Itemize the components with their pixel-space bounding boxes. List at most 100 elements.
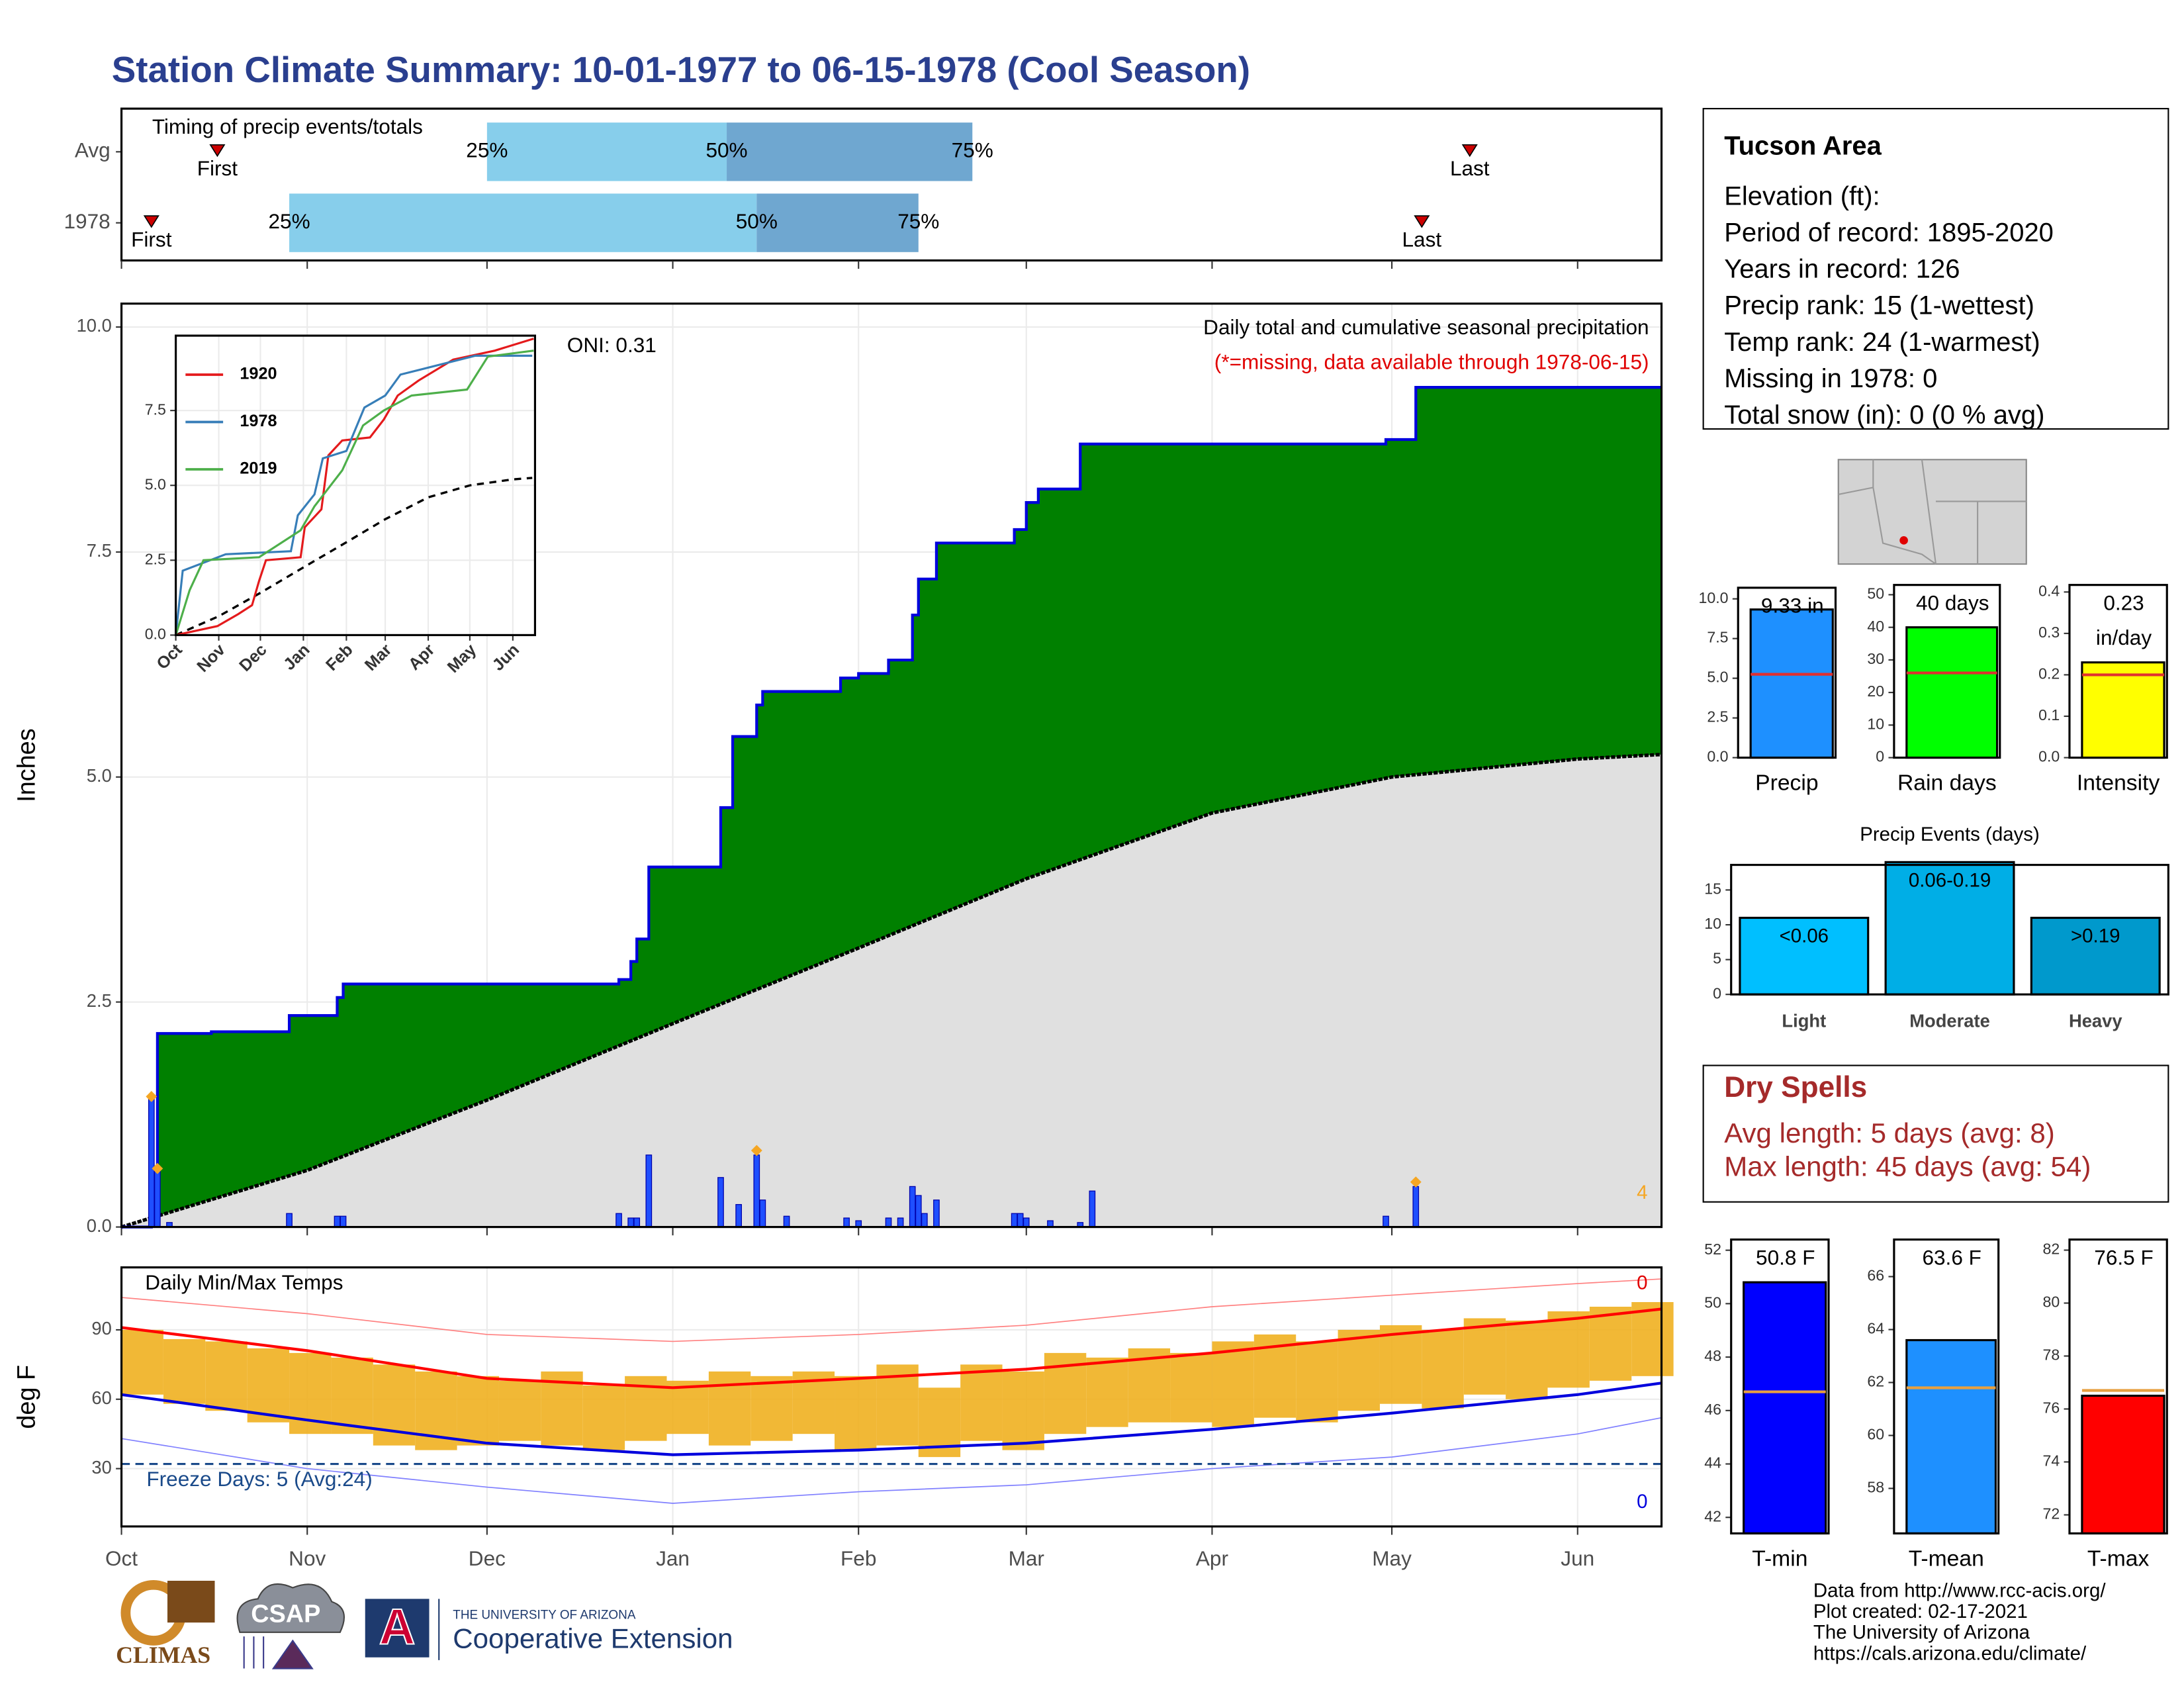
y-tick-label: 0.2 (2038, 665, 2060, 682)
value-bar (1749, 608, 1834, 759)
bin-label: <0.06 (1780, 925, 1829, 947)
daily-bar (1383, 1215, 1389, 1228)
bin-label: >0.19 (2071, 925, 2120, 947)
value-bar (1905, 626, 1999, 759)
quantile-label: 50% (736, 209, 778, 233)
quantile-label: 75% (897, 209, 939, 233)
temp-line (121, 1417, 1662, 1504)
temp-range-bar (1506, 1320, 1548, 1399)
daily-bar (921, 1213, 928, 1228)
quantile-bar (756, 193, 919, 252)
y-tick-label: 0.0 (87, 1215, 112, 1236)
y-tick-label: 0.1 (2038, 706, 2060, 724)
info-line: Temp rank: 24 (1-warmest) (1724, 328, 2040, 357)
event-marker (1414, 215, 1430, 228)
daily-bar (340, 1215, 347, 1228)
temp-range-bar (666, 1380, 709, 1434)
temp-range-bar (960, 1364, 1003, 1441)
dry-spells-line: Max length: 45 days (avg: 54) (1724, 1150, 2091, 1182)
value-label: 40 days (1916, 590, 1989, 614)
daily-bar (897, 1217, 904, 1228)
logos: CLIMAS CSAP A THE UNIVERSITY OF ARIZONA … (116, 1579, 733, 1669)
record-count: 0 (1637, 1491, 1647, 1513)
daily-bar (735, 1203, 742, 1228)
daily-bar (645, 1154, 653, 1228)
temp-range-bar (1002, 1371, 1044, 1450)
daily-bar (717, 1177, 724, 1228)
plot-frame (120, 1266, 1663, 1528)
quantile-label: 25% (268, 209, 310, 233)
daily-bar (753, 1154, 760, 1228)
x-tick-label: Jan (656, 1546, 690, 1570)
daily-bar (843, 1217, 850, 1228)
cumulative-line (121, 385, 1662, 1229)
x-tick-label: Heavy (2069, 1011, 2122, 1031)
info-box (1702, 108, 2169, 430)
y-tick-label: 50 (1867, 585, 1884, 602)
ua-block (365, 1599, 430, 1658)
y-tick-label: 44 (1704, 1454, 1721, 1472)
csap-logo: CSAP (251, 1601, 320, 1628)
y-tick-label: 15 (1704, 880, 1721, 898)
y-tick-label: 52 (1704, 1241, 1721, 1258)
y-tick-label: 0.0 (2038, 748, 2060, 765)
legend-label: 1920 (240, 365, 277, 383)
highlight-marker (1410, 1176, 1422, 1188)
y-axis-label: deg F (13, 1365, 41, 1429)
y-tick-label: 30 (1867, 650, 1884, 667)
temp-range-bar (1379, 1325, 1422, 1404)
y-tick-label: 20 (1867, 682, 1884, 700)
series-line (175, 354, 533, 635)
y-tick-label: 42 (1704, 1507, 1721, 1524)
plot-frame (175, 334, 536, 636)
temp-range-bar (1212, 1341, 1254, 1427)
dry-spells-heading: Dry Spells (1724, 1071, 1867, 1103)
y-tick-label: 62 (1867, 1373, 1884, 1390)
daily-bar (759, 1199, 766, 1228)
quantile-bar (289, 193, 757, 252)
quantile-label: 50% (705, 138, 747, 162)
y-tick-label: 74 (2043, 1452, 2060, 1470)
temp-range-bar (1589, 1307, 1632, 1381)
daily-bar (627, 1217, 635, 1228)
info-line: Elevation (ft): (1724, 181, 1880, 211)
temp-range-bar (751, 1376, 793, 1441)
info-line: Period of record: 1895-2020 (1724, 218, 2054, 247)
locator-map (1837, 459, 2027, 565)
row-label: Avg (75, 138, 111, 162)
series-line (175, 338, 534, 636)
category-label: T-max (2087, 1546, 2150, 1571)
row-label: 1978 (64, 209, 111, 233)
category-label: Precip (1755, 771, 1818, 795)
daily-bar (1011, 1213, 1018, 1228)
normal-line (175, 477, 533, 636)
value-label: 0.23 (2103, 590, 2144, 614)
daily-bar (633, 1217, 641, 1228)
daily-bar (1023, 1217, 1030, 1228)
series-line (175, 350, 534, 635)
plot-frame (120, 107, 1663, 262)
category-label: Intensity (2077, 771, 2160, 795)
value-label: 9.33 in (1761, 594, 1824, 618)
temp-range-bar (1463, 1318, 1506, 1395)
y-tick-label: 7.5 (87, 540, 112, 561)
temp-range-bar (1086, 1357, 1128, 1427)
category-label: T-min (1752, 1546, 1807, 1571)
y-tick-label: 5.0 (145, 475, 166, 492)
value-bar (1743, 1281, 1827, 1535)
y-tick-label: 10 (1867, 715, 1884, 732)
event-label: First (131, 227, 172, 251)
x-tick-label: Dec (469, 1546, 506, 1570)
x-tick-label: Feb (841, 1546, 876, 1570)
y-tick-label: 0.0 (1707, 748, 1728, 765)
value-label: 63.6 F (1922, 1245, 1981, 1269)
value-bar (1905, 1338, 1997, 1535)
daily-bar (915, 1195, 922, 1228)
value-label: 76.5 F (2094, 1245, 2153, 1269)
event-label: Last (1450, 156, 1490, 180)
map-borders (1838, 459, 2026, 565)
credit: The University of Arizona (1813, 1622, 2030, 1644)
info-heading: Tucson Area (1724, 132, 1882, 161)
charts: Avg 25% 50% 75% First Last 1978 25% 50% 75% First L… (13, 107, 2169, 1571)
daily-bar (1017, 1213, 1024, 1228)
